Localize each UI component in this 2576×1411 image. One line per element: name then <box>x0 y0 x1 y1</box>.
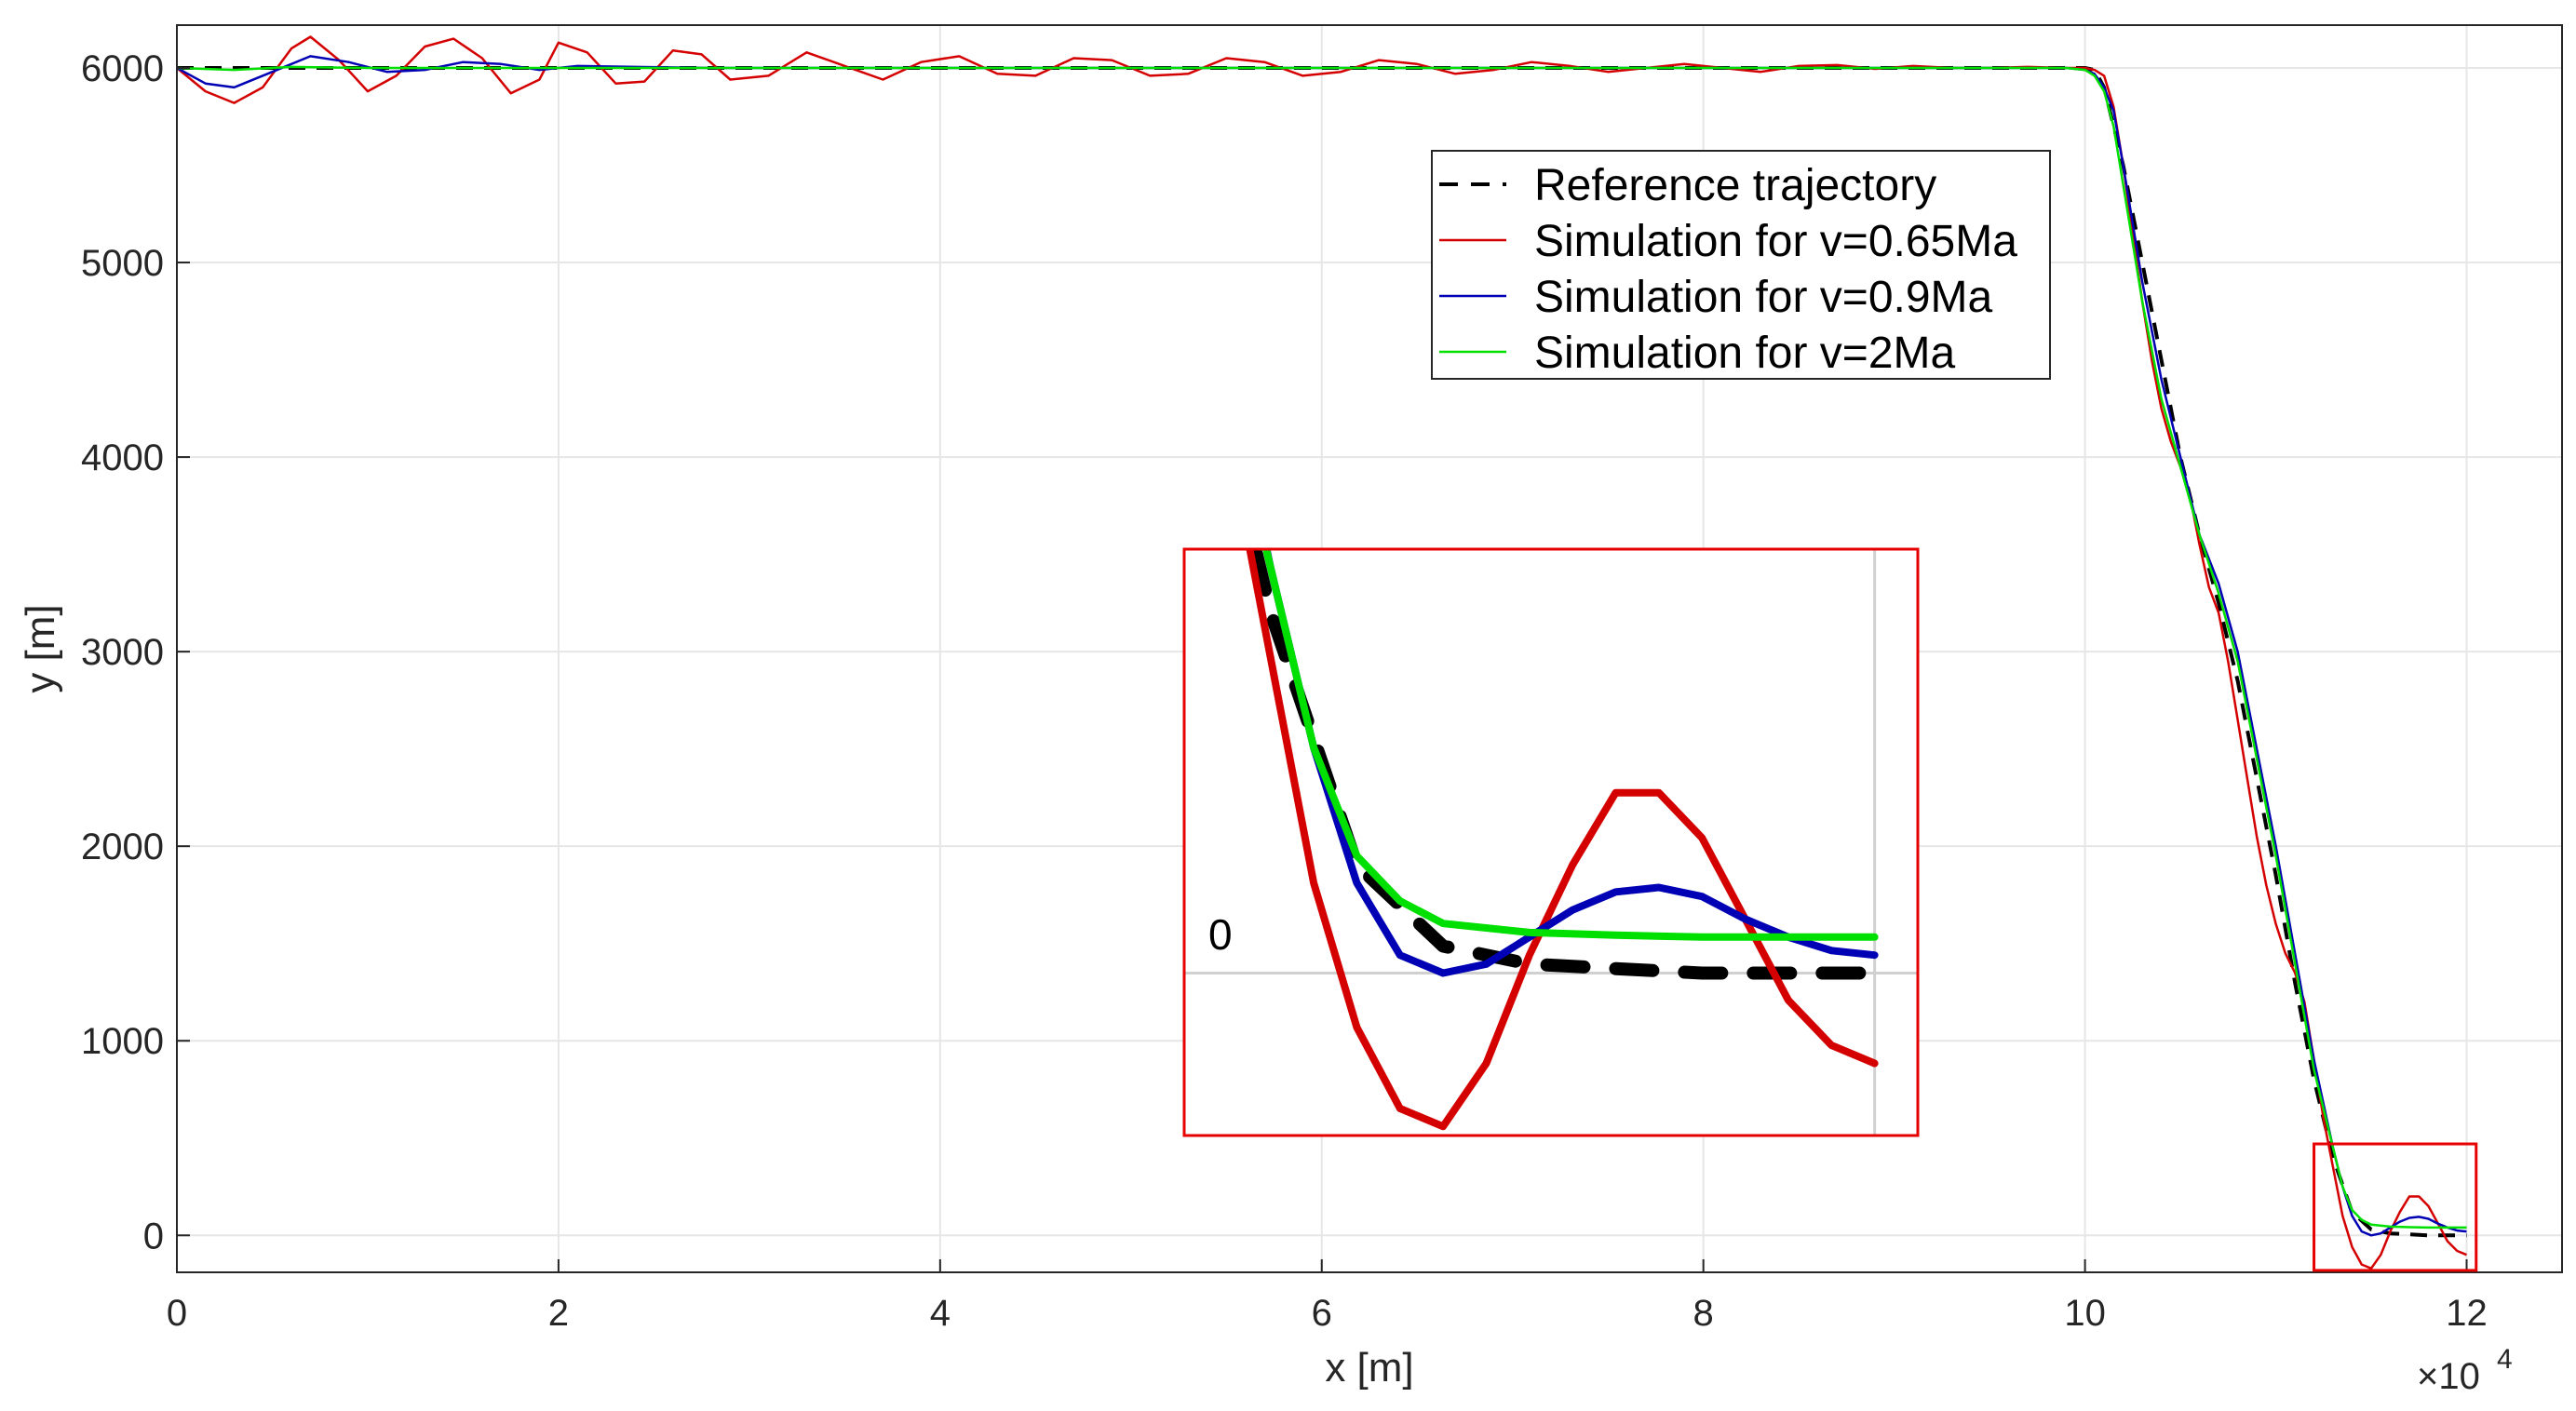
x-tick-label: 10 <box>2064 1293 2106 1334</box>
legend-label: Simulation for v=0.65Ma <box>1534 217 2017 266</box>
inset-series-line-2 <box>1262 549 1879 977</box>
inset: 0 <box>1182 547 1920 1137</box>
inset-series-line-3 <box>1261 549 1879 941</box>
y-tick-label: 6000 <box>81 48 164 89</box>
legend: Reference trajectory Simulation for v=0.6… <box>1431 150 2051 380</box>
inset-frame <box>1182 547 1920 1137</box>
x-tick-label: 8 <box>1693 1293 1714 1334</box>
x-tick-label: 6 <box>1312 1293 1332 1334</box>
y-tick-label: 3000 <box>81 632 164 673</box>
y-tick-label: 1000 <box>81 1021 164 1062</box>
zoom-region-box <box>2313 1142 2478 1272</box>
y-tick-label: 4000 <box>81 437 164 478</box>
x-tick-label: 12 <box>2446 1293 2488 1334</box>
tick-labels: 0 2 4 6 8 10 12 0 1000 2000 3000 4000 5000 6000 <box>81 48 2488 1334</box>
x-exponent-label: ×10 <box>2417 1356 2480 1397</box>
series-group <box>177 35 2467 1270</box>
y-tick-label: 5000 <box>81 243 164 284</box>
y-tick-label: 2000 <box>81 826 164 867</box>
inset-zero-label: 0 <box>1208 910 1233 959</box>
plot-frame <box>176 24 2563 1273</box>
inset-background <box>1184 549 1918 1136</box>
inset-series-group <box>1184 549 1918 1136</box>
x-tick-label: 0 <box>167 1293 187 1334</box>
x-axis-label: x [m] <box>1325 1345 1413 1391</box>
x-exponent-power: 4 <box>2497 1344 2513 1375</box>
x-tick-label: 2 <box>548 1293 569 1334</box>
legend-box <box>1431 150 2051 380</box>
legend-label: Simulation for v=2Ma <box>1534 329 1956 378</box>
y-axis-label: y [m] <box>18 604 63 692</box>
legend-label: Reference trajectory <box>1534 161 1936 210</box>
series-line-0 <box>177 66 2467 1238</box>
inset-series-line-0 <box>1248 549 1881 980</box>
y-tick-label: 0 <box>143 1216 164 1256</box>
x-tick-label: 4 <box>930 1293 951 1334</box>
legend-label: Simulation for v=0.9Ma <box>1534 273 1993 322</box>
series-line-3 <box>177 65 2467 1230</box>
